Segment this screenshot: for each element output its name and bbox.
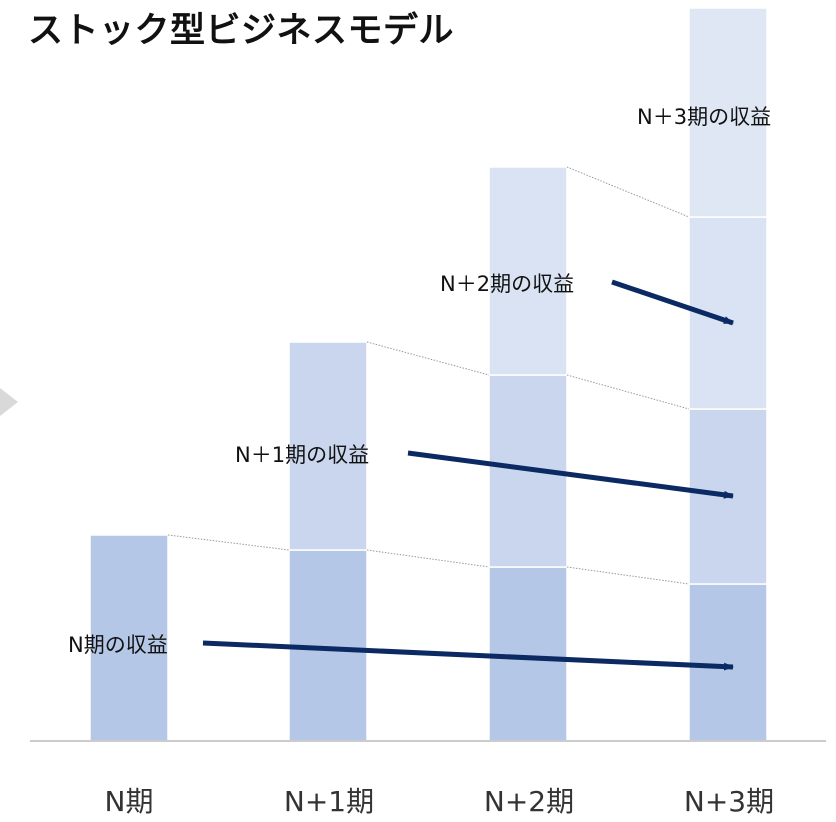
label-n1-revenue: N＋1期の収益 [235,443,370,467]
edge-triangle-shape [0,388,18,416]
arrow-n2-revenue [611,279,734,326]
connector-line [566,166,690,218]
page-title: ストック型ビジネスモデル [28,11,455,51]
category-label-n: N期 [104,785,154,818]
connector-line [566,566,690,585]
connector-line [167,534,290,551]
bar-segment-N+3期-layer0 [688,583,768,742]
bar-segment-N期-layer0 [89,534,169,742]
bar-segment-N+1期-layer1 [288,341,368,551]
label-n-revenue: N期の収益 [68,633,168,657]
label-n2-revenue: N＋2期の収益 [440,272,575,296]
connector-line [366,341,490,376]
bar-segment-N+2期-layer2 [488,166,568,376]
arrow-n-revenue [202,640,734,671]
bar-segment-N+3期-layer3 [688,7,768,218]
category-label-n2: N+2期 [483,785,575,818]
connector-line [566,374,690,410]
arrow-n1-revenue [407,450,734,499]
label-n3-revenue: N＋3期の収益 [637,105,772,129]
connector-line [366,549,490,568]
category-label-n3: N+3期 [683,785,775,818]
category-label-n1: N+1期 [283,785,375,818]
